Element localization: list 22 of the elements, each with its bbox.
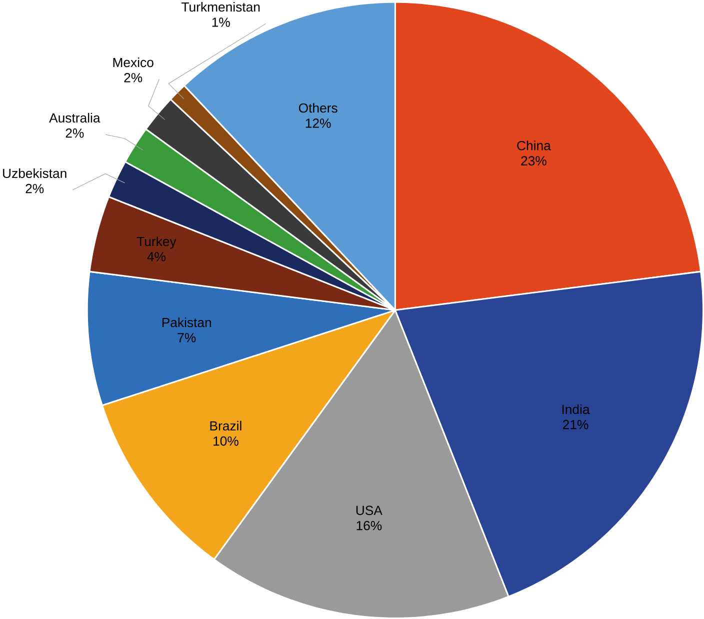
slice-label: China: [517, 140, 551, 150]
data-label: 21%: [562, 420, 588, 430]
data-label: 4%: [147, 252, 166, 262]
data-label: 16%: [356, 520, 382, 530]
slice-label: Turkmenistan: [182, 2, 260, 12]
data-label: 1%: [212, 18, 230, 27]
data-label: 10%: [214, 436, 238, 446]
data-label: 2%: [124, 73, 142, 82]
slice-label: Turkey: [136, 236, 176, 249]
slice-label: Others: [298, 103, 338, 113]
data-label: 7%: [178, 333, 196, 342]
slice-label: Pakistan: [162, 317, 211, 328]
slice-label: Mexico: [113, 57, 154, 68]
slice-label: India: [562, 404, 590, 414]
data-label: 12%: [306, 118, 331, 128]
slice-label: Uzbekistan: [3, 168, 66, 178]
data-label: 2%: [66, 128, 84, 138]
slice-label: Brazil: [210, 420, 242, 431]
slice-label: USA: [356, 506, 382, 516]
data-label: 23%: [521, 156, 546, 166]
slice-label: Australia: [49, 112, 100, 123]
data-label: 2%: [26, 184, 44, 194]
